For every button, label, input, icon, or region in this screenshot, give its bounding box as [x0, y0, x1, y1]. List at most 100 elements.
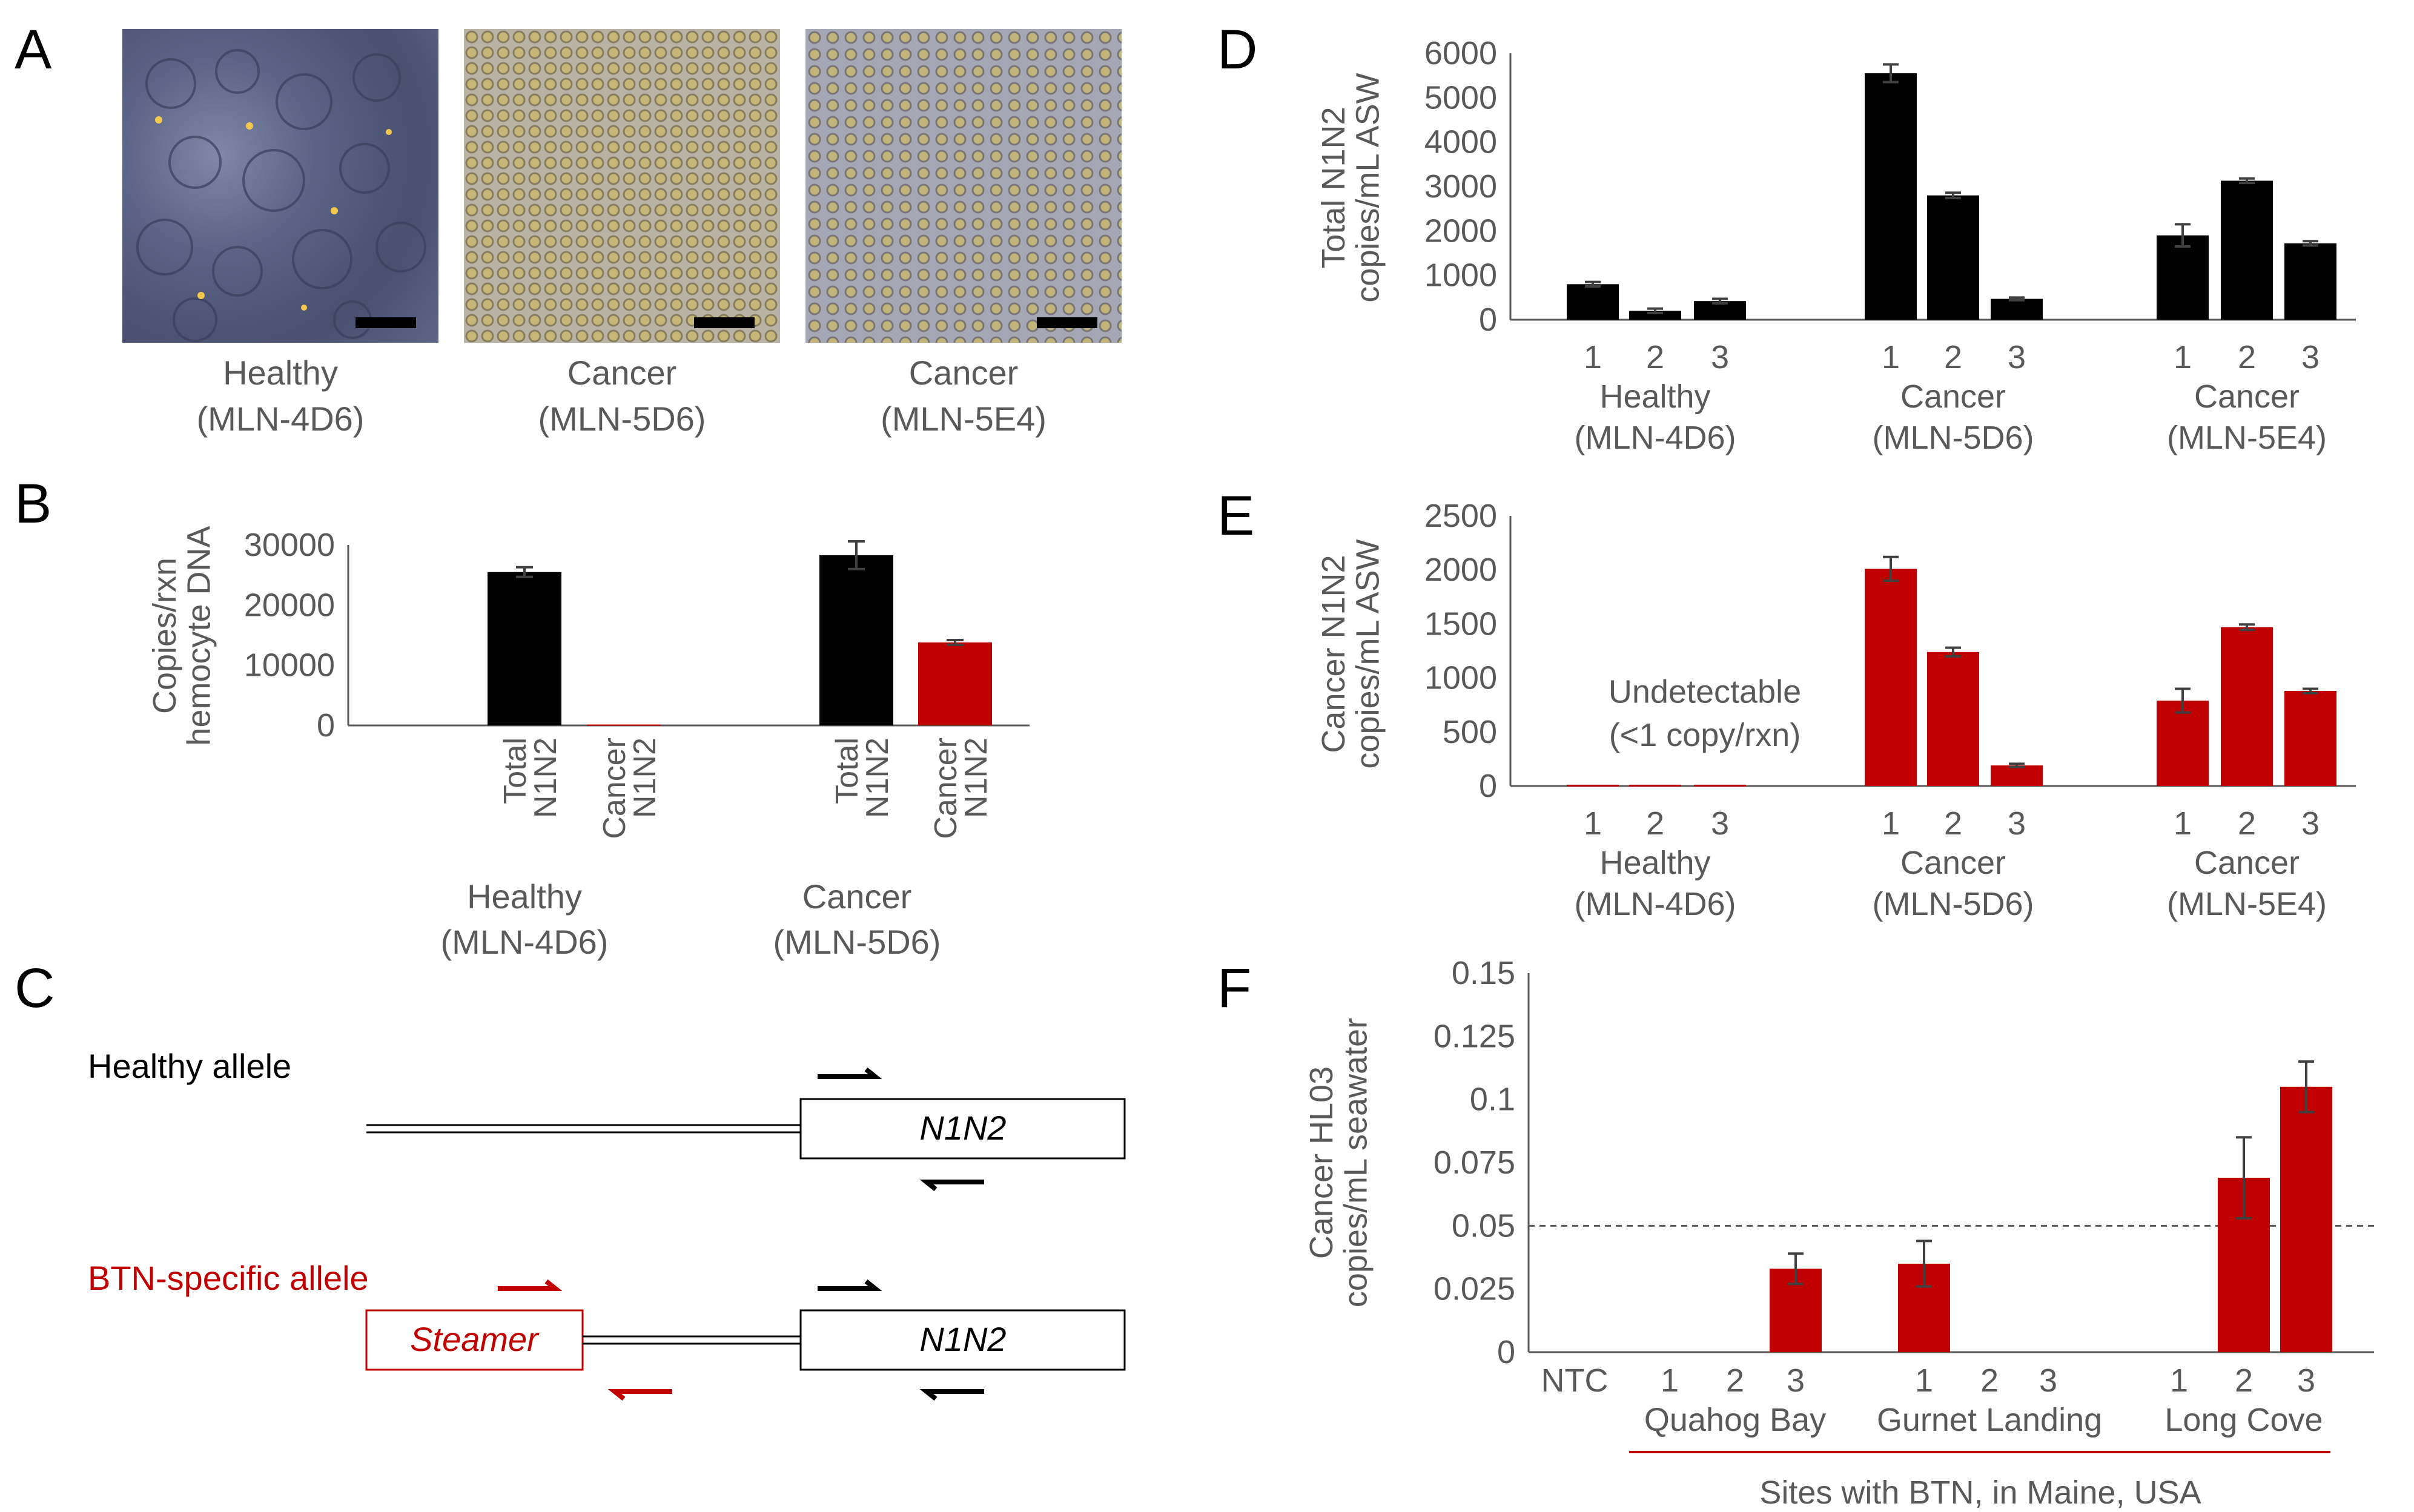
n1n2-box-btn — [799, 1309, 1126, 1371]
micrograph-label-line2: (MLN-5E4) — [881, 400, 1047, 438]
bar-label-line: N1N2 — [959, 738, 994, 818]
group-label: Healthy — [1599, 378, 1710, 415]
x-tick-label: 2 — [1980, 1362, 1999, 1399]
panel-letter-c: C — [15, 957, 55, 1019]
x-tick-label: 1 — [1661, 1362, 1679, 1399]
chart-f: 0 0.025 0.05 0.075 0.1 0.125 0.15 Cancer HL03co… — [1303, 955, 2374, 1508]
x-tick-label: 1 — [1915, 1362, 1933, 1399]
steamer-box — [365, 1309, 584, 1371]
y-axis-title-line: Cancer HL03 — [1303, 1066, 1340, 1259]
x-tick-label: 2 — [1646, 805, 1664, 842]
group-label: (MLN-4D6) — [441, 923, 609, 961]
bar — [1567, 284, 1619, 320]
x-tick-label: 3 — [2039, 1362, 2057, 1399]
x-tick-label: 3 — [2008, 805, 2026, 842]
bar — [1927, 195, 1979, 320]
micrograph-cancer-5d6 — [464, 29, 780, 343]
bar-label-line: N1N2 — [627, 738, 663, 818]
y-tick-label: 0.025 — [1434, 1271, 1515, 1307]
y-axis-title-line: hemocyte DNA — [181, 526, 217, 745]
group-label: Healthy — [467, 877, 582, 916]
panel-letter-b: B — [15, 473, 52, 535]
bar — [2157, 235, 2209, 320]
y-tick-label: 20000 — [244, 587, 335, 623]
y-tick-label: 0.075 — [1434, 1144, 1515, 1181]
group-label: (MLN-5D6) — [773, 923, 941, 961]
micrograph-label-line1: Cancer — [567, 354, 677, 392]
x-tick-label: 1 — [1584, 339, 1602, 375]
annotation-line: (<1 copy/rxn) — [1609, 717, 1801, 753]
panel-letter-d: D — [1217, 19, 1258, 81]
micrograph-healthy-texture — [136, 49, 426, 342]
scale-bar — [694, 317, 755, 328]
group-label: Cancer — [1900, 845, 2006, 881]
y-tick-label: 10000 — [244, 647, 335, 684]
x-tick-label: 3 — [2008, 339, 2026, 375]
y-tick-label: 4000 — [1424, 124, 1497, 160]
group-label: Cancer — [1900, 378, 2006, 415]
scale-bar — [1037, 317, 1097, 328]
forward-primer-arrow — [818, 1067, 882, 1079]
y-tick-label: 5000 — [1424, 79, 1497, 116]
y-tick-label: 0 — [317, 707, 335, 744]
y-tick-label: 1000 — [1424, 660, 1497, 696]
y-axis-title-line: copies/mL ASW — [1350, 73, 1386, 302]
x-tick-label: 2 — [1646, 339, 1664, 375]
forward-primer-arrow-btn — [818, 1279, 882, 1291]
x-tick-label: 1 — [2174, 339, 2192, 375]
y-tick-label: 0.125 — [1434, 1018, 1515, 1054]
x-tick-label: 3 — [1787, 1362, 1805, 1399]
x-tick-label: 1 — [1882, 339, 1900, 375]
group-label: Quahog Bay — [1644, 1402, 1826, 1438]
bar — [2284, 243, 2336, 320]
y-tick-label: 30000 — [244, 527, 335, 563]
bar — [1927, 652, 1979, 786]
group-label: (MLN-5E4) — [2167, 886, 2327, 922]
y-tick-label: 0.05 — [1452, 1207, 1515, 1244]
x-tick-label: 2 — [2235, 1362, 2253, 1399]
panel-letter-e: E — [1217, 485, 1255, 547]
bar — [1694, 784, 1746, 787]
steamer-reverse-primer-arrow — [607, 1389, 672, 1401]
group-label: Cancer — [2194, 845, 2300, 881]
healthy-allele-label: Healthy allele — [88, 1047, 291, 1085]
x-tick-label: 2 — [1944, 805, 1962, 842]
y-tick-label: 6000 — [1424, 35, 1497, 71]
y-axis-title-line: copies/mL seawater — [1338, 1018, 1374, 1307]
x-tick-label: 2 — [1944, 339, 1962, 375]
bar — [2221, 627, 2273, 786]
y-tick-label: 2000 — [1424, 552, 1497, 588]
n1n2-gene-label-btn: N1N2 — [919, 1320, 1006, 1358]
micrograph-label-cancer-5e4: Cancer (MLN-5E4) — [805, 350, 1122, 442]
y-tick-label: 0.1 — [1470, 1081, 1515, 1118]
y-tick-label: 1500 — [1424, 606, 1497, 642]
x-tick-label: 3 — [1711, 339, 1729, 375]
group-label: Healthy — [1599, 845, 1710, 881]
bar — [918, 642, 992, 725]
bar — [1865, 73, 1917, 320]
group-label: (MLN-5D6) — [1872, 420, 2034, 456]
bar — [1629, 311, 1681, 320]
y-tick-label: 0 — [1497, 1334, 1515, 1370]
group-label: (MLN-4D6) — [1574, 886, 1736, 922]
x-tick-label-ntc: NTC — [1541, 1362, 1609, 1399]
bar — [2280, 1086, 2332, 1352]
y-axis-title-line: Cancer N1N2 — [1315, 555, 1352, 753]
bar-label-line: Total — [498, 738, 533, 804]
x-tick-label: 1 — [2170, 1362, 2188, 1399]
micrograph-label-healthy: Healthy (MLN-4D6) — [122, 350, 438, 442]
n1n2-box-healthy — [799, 1098, 1126, 1160]
group-label: (MLN-4D6) — [1574, 420, 1736, 456]
bar — [1991, 765, 2043, 786]
chart-e: 0 500 1000 1500 2000 2500 Cancer N1N2copies/mL… — [1315, 498, 2356, 922]
bar — [1629, 784, 1681, 787]
bar — [2157, 701, 2209, 786]
group-label: Cancer — [802, 877, 912, 916]
y-tick-label: 0 — [1479, 768, 1497, 804]
bar — [1865, 569, 1917, 786]
